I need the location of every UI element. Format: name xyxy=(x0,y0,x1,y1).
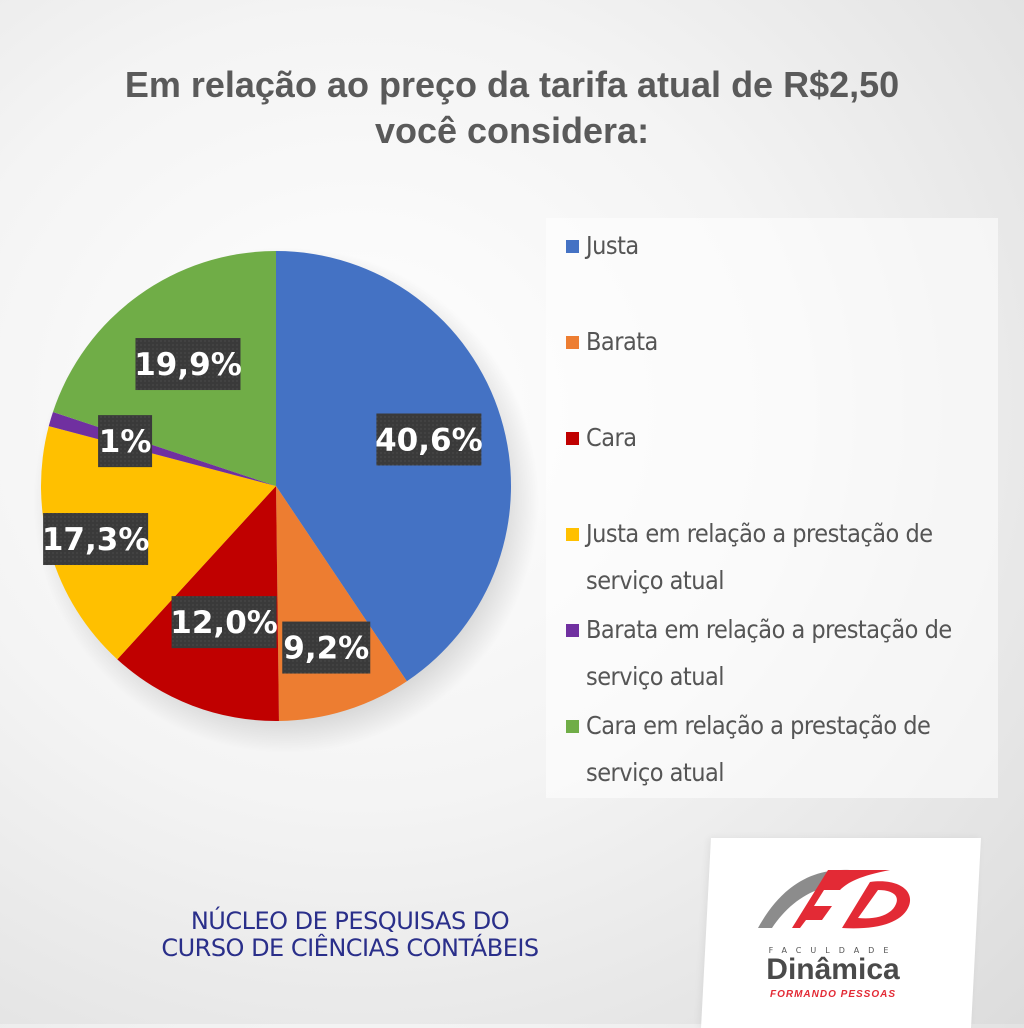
data-label-text: 19,9% xyxy=(134,347,242,383)
data-label-text: 12,0% xyxy=(170,605,278,641)
data-label-box xyxy=(135,338,241,391)
data-label-box xyxy=(282,621,371,674)
legend-label: Barata xyxy=(586,327,658,356)
pie-slice xyxy=(276,251,512,682)
data-label-text: 9,2% xyxy=(283,631,369,667)
legend-item-justa-servico: Justa em relação a prestação de serviço … xyxy=(566,510,986,604)
legend-label: Justa xyxy=(586,231,639,260)
legend-item-cara-servico: Cara em relação a prestação de serviço a… xyxy=(566,702,986,796)
chart-title-line2: você considera: xyxy=(374,110,650,151)
pie-slice xyxy=(40,426,276,660)
legend-swatch xyxy=(566,336,579,349)
legend-label-line1: Barata em relação a prestação de xyxy=(586,615,952,644)
logo-faculdade-text: FACULDADE xyxy=(768,946,898,955)
legend-label-line2: serviço atual xyxy=(586,566,725,595)
pie-data-label: 12,0% xyxy=(170,596,278,649)
legend-swatch xyxy=(566,624,579,637)
footer-line1: NÚCLEO DE PESQUISAS DO xyxy=(190,907,510,935)
legend-item-barata: Barata xyxy=(566,318,986,365)
data-label-box xyxy=(98,415,153,468)
legend-label-line1: Cara em relação a prestação de xyxy=(586,711,931,740)
data-label-text: 17,3% xyxy=(42,522,150,558)
legend-swatch xyxy=(566,720,579,733)
data-label-box xyxy=(43,513,149,566)
legend-item-cara: Cara xyxy=(566,414,986,461)
pie-data-label: 40,6% xyxy=(375,413,483,466)
legend-swatch xyxy=(566,432,579,445)
data-label-box xyxy=(171,596,277,649)
logo-name: Dinâmica xyxy=(766,953,900,986)
data-label-box xyxy=(376,413,482,466)
legend-label: Cara xyxy=(586,423,637,452)
legend-panel xyxy=(546,218,998,798)
fd-logo-icon xyxy=(758,869,911,929)
legend-item-justa: Justa xyxy=(566,222,986,269)
pie-data-label: 1% xyxy=(98,415,153,468)
pie-data-label: 19,9% xyxy=(134,338,242,391)
footer-credit: NÚCLEO DE PESQUISAS DO CURSO DE CIÊNCIAS… xyxy=(120,908,580,962)
legend-item-barata-servico: Barata em relação a prestação de serviço… xyxy=(566,606,986,700)
legend-swatch xyxy=(566,528,579,541)
chart-title: Em relação ao preço da tarifa atual de R… xyxy=(0,62,1024,154)
data-label-text: 1% xyxy=(99,424,152,460)
legend-label-line2: serviço atual xyxy=(586,758,725,787)
footer-line2: CURSO DE CIÊNCIAS CONTÁBEIS xyxy=(161,934,539,962)
logo-tagline: FORMANDO PESSOAS xyxy=(769,989,896,1000)
pie-data-label: 17,3% xyxy=(42,513,150,566)
pie-data-label: 9,2% xyxy=(282,621,371,674)
legend-swatch xyxy=(566,240,579,253)
legend-label-line1: Justa em relação a prestação de xyxy=(586,519,933,548)
data-label-text: 40,6% xyxy=(375,422,483,458)
chart-title-line1: Em relação ao preço da tarifa atual de R… xyxy=(124,64,900,105)
legend-label-line2: serviço atual xyxy=(586,662,725,691)
